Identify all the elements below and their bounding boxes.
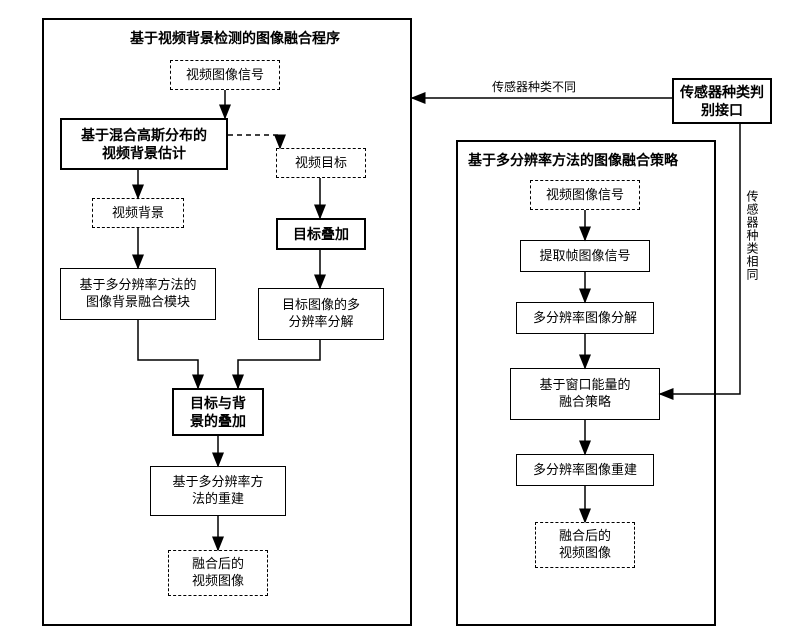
right-result-box: 融合后的 视频图像 [535, 522, 635, 568]
left-gauss-box: 基于混合高斯分布的 视频背景估计 [60, 118, 228, 170]
edge-label-same: 传感器种类相同 [744, 190, 761, 281]
sensor-box: 传感器种类判别接口 [672, 78, 772, 124]
left-signal-box: 视频图像信号 [170, 60, 280, 90]
left-result-box: 融合后的 视频图像 [168, 550, 268, 596]
left-tb-overlay-box: 目标与背 景的叠加 [172, 388, 264, 436]
right-decomp-box: 多分辨率图像分解 [516, 302, 654, 334]
left-group-title: 基于视频背景检测的图像融合程序 [130, 28, 340, 48]
left-vtarget-box: 视频目标 [276, 148, 366, 178]
right-extract-box: 提取帧图像信号 [520, 240, 650, 272]
right-energy-box: 基于窗口能量的 融合策略 [510, 368, 660, 420]
right-signal-box: 视频图像信号 [530, 180, 640, 210]
left-bgfusion-box: 基于多分辨率方法的 图像背景融合模块 [60, 268, 216, 320]
left-overlay-box: 目标叠加 [276, 218, 366, 250]
left-rebuild-box: 基于多分辨率方 法的重建 [150, 466, 286, 516]
left-target-decomp-box: 目标图像的多 分辨率分解 [258, 288, 384, 340]
edge-label-diff: 传感器种类不同 [492, 78, 576, 95]
right-rebuild-box: 多分辨率图像重建 [516, 454, 654, 486]
right-group-title: 基于多分辨率方法的图像融合策略 [468, 150, 678, 170]
left-vbg-box: 视频背景 [92, 198, 184, 228]
